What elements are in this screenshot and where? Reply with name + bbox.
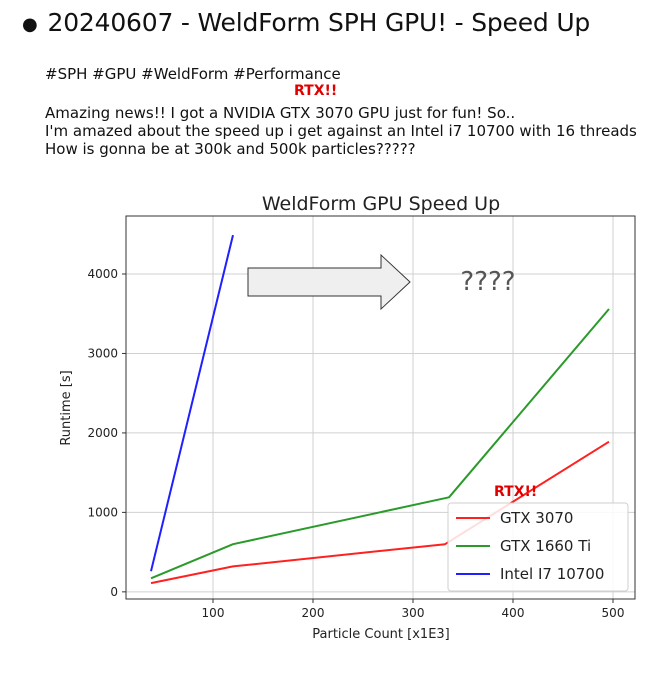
x-tick-label: 500 — [602, 606, 625, 620]
chart-legend: GTX 3070 GTX 1660 Ti Intel I7 10700 — [447, 502, 629, 592]
x-tick-label: 300 — [402, 606, 425, 620]
chart-series — [150, 234, 610, 585]
question-annotation: ???? — [460, 267, 515, 297]
post-title-text: 20240607 - WeldForm SPH GPU! - Speed Up — [47, 8, 591, 37]
y-tick-label: 2000 — [87, 426, 118, 440]
y-tick-label: 1000 — [87, 505, 118, 519]
legend-label-2: GTX 1660 Ti — [500, 537, 591, 555]
rtx-annotation-chart: RTX!! — [494, 484, 537, 500]
legend-box — [447, 502, 629, 592]
legend-entries: GTX 3070 GTX 1660 Ti Intel I7 10700 — [456, 509, 604, 583]
post-line-1: Amazing news!! I got a NVIDIA GTX 3070 G… — [45, 104, 516, 122]
y-tick-label: 0 — [110, 585, 118, 599]
x-axis-ticks: 100 200 300 400 500 — [202, 599, 625, 620]
x-tick-label: 200 — [302, 606, 325, 620]
post-tags: #SPH #GPU #WeldForm #Performance — [45, 65, 341, 83]
post-body: Amazing news!! I got a NVIDIA GTX 3070 G… — [45, 104, 662, 158]
series-line-2 — [150, 308, 610, 580]
y-tick-label: 3000 — [87, 346, 118, 360]
plot-frame — [125, 215, 636, 600]
y-axis-ticks: 0 1000 2000 3000 4000 — [87, 267, 126, 599]
post-title: ● 20240607 - WeldForm SPH GPU! - Speed Up — [22, 8, 590, 37]
chart-grid — [126, 216, 635, 599]
series-line-1 — [150, 440, 610, 585]
y-tick-label: 4000 — [87, 267, 118, 281]
legend-label-3: Intel I7 10700 — [500, 565, 604, 583]
x-tick-label: 100 — [202, 606, 225, 620]
legend-label-1: GTX 3070 — [500, 509, 573, 527]
arrow-shape — [247, 253, 411, 311]
y-axis-label: Runtime [s] — [59, 370, 74, 445]
chart-title: WeldForm GPU Speed Up — [262, 193, 500, 215]
series-line-3 — [150, 234, 234, 572]
rtx-annotation-top: RTX!! — [294, 83, 338, 99]
post-line-2: I'm amazed about the speed up i get agai… — [45, 122, 637, 140]
bullet-icon: ● — [22, 13, 38, 35]
x-axis-label: Particle Count [x1E3] — [312, 627, 450, 642]
post-line-3: How is gonna be at 300k and 500k particl… — [45, 140, 416, 158]
x-tick-label: 400 — [502, 606, 525, 620]
